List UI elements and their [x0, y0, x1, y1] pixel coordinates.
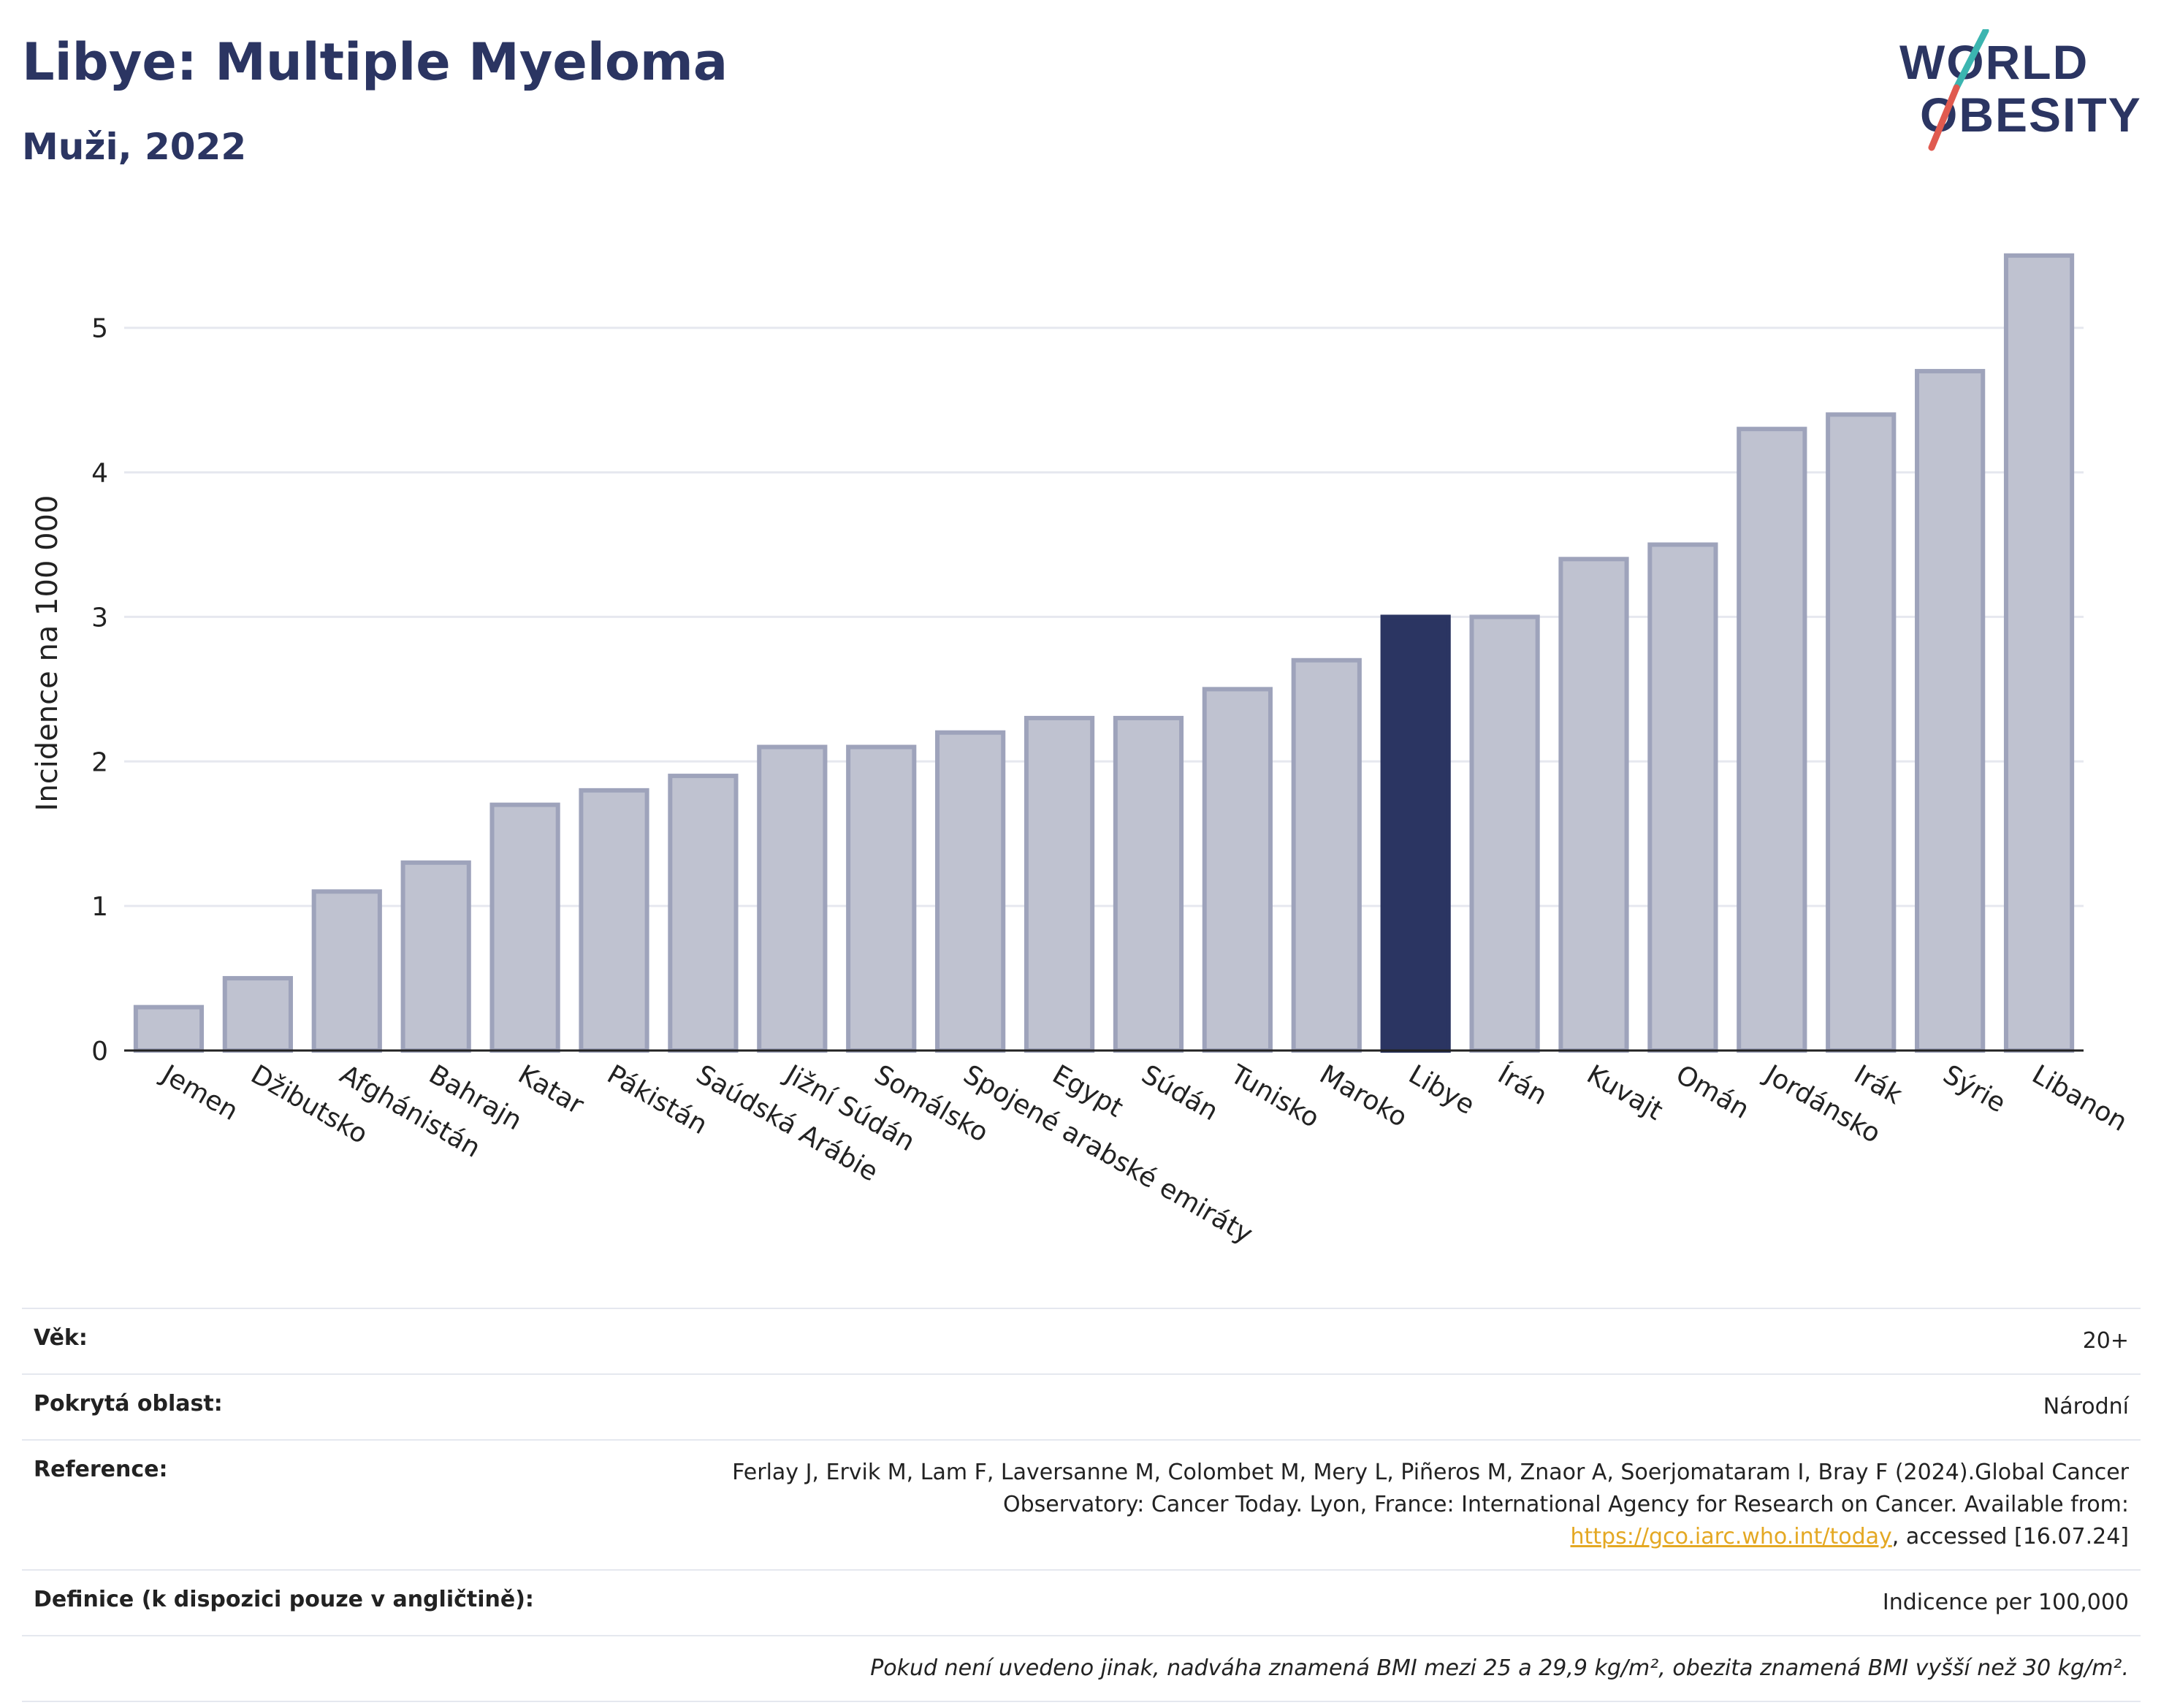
area-value: Národní [2043, 1394, 2129, 1419]
x-tick-label: Jemen [156, 1059, 243, 1126]
age-label: Věk: [34, 1325, 88, 1351]
y-tick-label: 5 [91, 314, 108, 344]
bar-džibutsko [222, 976, 293, 1053]
y-axis-label: Incidence na 100 000 [31, 495, 64, 812]
bar-maroko [1291, 657, 1362, 1053]
page-subtitle: Muži, 2022 [22, 126, 247, 168]
bar-írán [1469, 614, 1540, 1053]
y-tick-label: 4 [91, 459, 108, 489]
y-tick-label: 3 [91, 603, 108, 633]
page-title: Libye: Multiple Myeloma [22, 32, 728, 92]
y-tick-labels: 0 1 2 3 4 5 [91, 314, 108, 1067]
area-label: Pokrytá oblast: [34, 1391, 223, 1417]
bar-irák [1826, 412, 1897, 1053]
reference-accessed: , accessed [16.07.24] [1891, 1524, 2129, 1549]
bar-egypt [1024, 715, 1095, 1053]
y-tick-label: 2 [91, 747, 108, 777]
bar-somálsko [846, 744, 917, 1053]
bar-libanon [2003, 253, 2075, 1053]
meta-row-note: Pokud není uvedeno jinak, nadváha znamen… [22, 1635, 2141, 1702]
bar-katar [489, 802, 560, 1053]
x-tick-label: Pákistán [602, 1059, 712, 1140]
logo-slash-teal [1953, 29, 1989, 91]
bar-omán [1647, 542, 1718, 1053]
x-tick-label: Sýrie [1938, 1059, 2011, 1118]
bars [133, 253, 2075, 1053]
bar-kuvajt [1558, 557, 1629, 1053]
reference-label: Reference: [34, 1457, 168, 1482]
reference-link[interactable]: https://gco.iarc.who.int/today [1570, 1524, 1892, 1549]
bar-pákistán [579, 788, 649, 1053]
bmi-note: Pokud není uvedeno jinak, nadváha znamen… [870, 1655, 2129, 1681]
world-obesity-logo: WORLD OBESITY [1899, 29, 2141, 151]
definition-value: Indicence per 100,000 [1882, 1590, 2129, 1615]
bar-afghánistán [311, 889, 382, 1053]
reference-text: Ferlay J, Ervik M, Lam F, Laversanne M, … [732, 1460, 2129, 1517]
meta-row-age: Věk: 20+ [22, 1308, 2141, 1373]
x-tick-label: Tunisko [1224, 1059, 1324, 1134]
bar-saúdská-arábie [668, 774, 739, 1053]
metadata-table: Věk: 20+ Pokrytá oblast: Národní Referen… [22, 1308, 2141, 1702]
meta-row-area: Pokrytá oblast: Národní [22, 1373, 2141, 1439]
x-tick-label: Omán [1671, 1059, 1754, 1125]
bar-súdán [1113, 715, 1184, 1053]
x-tick-label: Libye [1403, 1059, 1479, 1121]
bar-spojené-arabské-emiráty [935, 730, 1006, 1053]
logo-line2: OBESITY [1920, 88, 2141, 142]
bar-chart: 0 1 2 3 4 5 Jemen DžibutskoAfghánistánBahrajnK… [31, 253, 2133, 1250]
x-tick-label: Libanon [2027, 1059, 2133, 1137]
bar-bahrajn [400, 860, 471, 1053]
logo-slash-red [1928, 84, 1960, 151]
bar-libye [1380, 614, 1451, 1053]
x-tick-label: Írán [1493, 1059, 1552, 1111]
reference-value: Ferlay J, Ervik M, Lam F, Laversanne M, … [668, 1457, 2129, 1553]
logo-line1: WORLD [1899, 35, 2089, 89]
age-value: 20+ [2082, 1328, 2129, 1354]
x-tick-label: Kuvajt [1582, 1059, 1668, 1126]
x-tick-label: Súdán [1136, 1059, 1223, 1126]
bar-tunisko [1202, 687, 1273, 1053]
bar-jižní-súdán [757, 744, 828, 1053]
x-tick-label: Irák [1849, 1059, 1907, 1110]
definition-label: Definice (k dispozici pouze v angličtině… [34, 1587, 534, 1612]
bar-sýrie [1915, 369, 1986, 1053]
bar-jordánsko [1737, 427, 1807, 1053]
x-tick-label: Maroko [1314, 1059, 1412, 1133]
bar-jemen [133, 1004, 205, 1053]
meta-row-definition: Definice (k dispozici pouze v angličtině… [22, 1569, 2141, 1635]
y-tick-label: 0 [91, 1037, 108, 1067]
y-tick-label: 1 [91, 892, 108, 922]
meta-row-reference: Reference: Ferlay J, Ervik M, Lam F, Lav… [22, 1439, 2141, 1569]
